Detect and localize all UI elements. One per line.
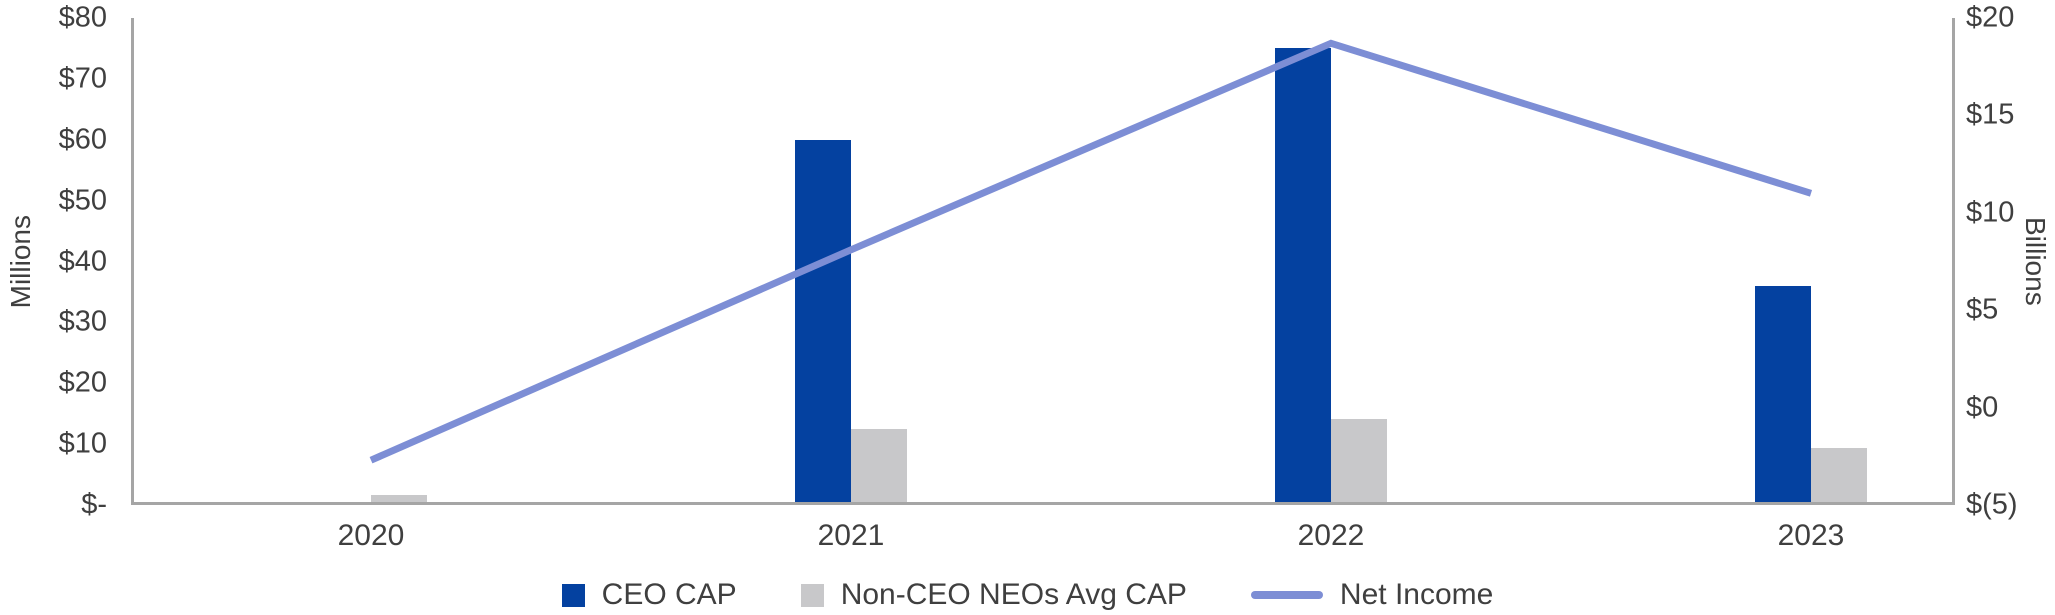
right-axis-tick-label: $15 [1966, 98, 2015, 131]
left-axis-tick-labels: $- $10 $20 $30 $40 $50 $60 $70 $80 [0, 0, 107, 615]
legend-label-ceo-cap: CEO CAP [601, 578, 737, 611]
legend-item-net-income: Net Income [1250, 578, 1494, 612]
legend-swatch-line-net-income [1250, 591, 1323, 599]
right-axis-tick-label: $(5) [1966, 488, 2018, 521]
left-axis-tick-label: $40 [58, 245, 107, 277]
right-axis-title: Billions [2020, 217, 2051, 306]
right-axis-tick-label: $5 [1966, 293, 1999, 326]
legend-item-ceo-cap: CEO CAP [561, 578, 737, 612]
x-axis-label-2022: 2022 [1297, 519, 1365, 552]
right-axis-tick-label: $10 [1966, 196, 2015, 229]
x-axis-label-2023: 2023 [1777, 519, 1845, 552]
right-axis-tick-labels: $(5) $0 $5 $10 $15 $20 [1966, 0, 2055, 615]
legend-label-net-income: Net Income [1339, 578, 1494, 611]
right-axis-tick-label: $0 [1966, 391, 1999, 424]
chart-legend: CEO CAP Non-CEO NEOs Avg CAP Net Income [0, 578, 2055, 612]
left-axis-tick-label: $50 [58, 184, 107, 217]
x-axis-label-2020: 2020 [337, 519, 405, 552]
legend-label-non-ceo-neos-avg-cap: Non-CEO NEOs Avg CAP [840, 578, 1187, 611]
bar-non-ceo-neos-avg-cap-2020 [371, 494, 427, 505]
x-axis-label-2021: 2021 [817, 519, 885, 552]
left-axis-tick-label: $30 [58, 305, 107, 338]
right-axis-title-box: Billions [2014, 18, 2055, 505]
left-axis-tick-label: $10 [58, 427, 107, 460]
left-axis-tick-label: $70 [58, 62, 107, 95]
left-axis-tick-label: $20 [58, 366, 107, 399]
legend-swatch-square-non-ceo-neos-avg-cap [800, 583, 824, 607]
left-axis-tick-label: $- [81, 488, 107, 521]
left-axis-tick-label: $60 [58, 123, 107, 156]
legend-item-non-ceo-neos-avg-cap: Non-CEO NEOs Avg CAP [800, 578, 1187, 612]
legend-swatch-square-ceo-cap [561, 583, 585, 607]
left-axis-tick-label: $80 [58, 1, 107, 34]
right-axis-tick-label: $20 [1966, 1, 2015, 34]
bar-non-ceo-neos-avg-cap-2023 [1811, 448, 1867, 505]
